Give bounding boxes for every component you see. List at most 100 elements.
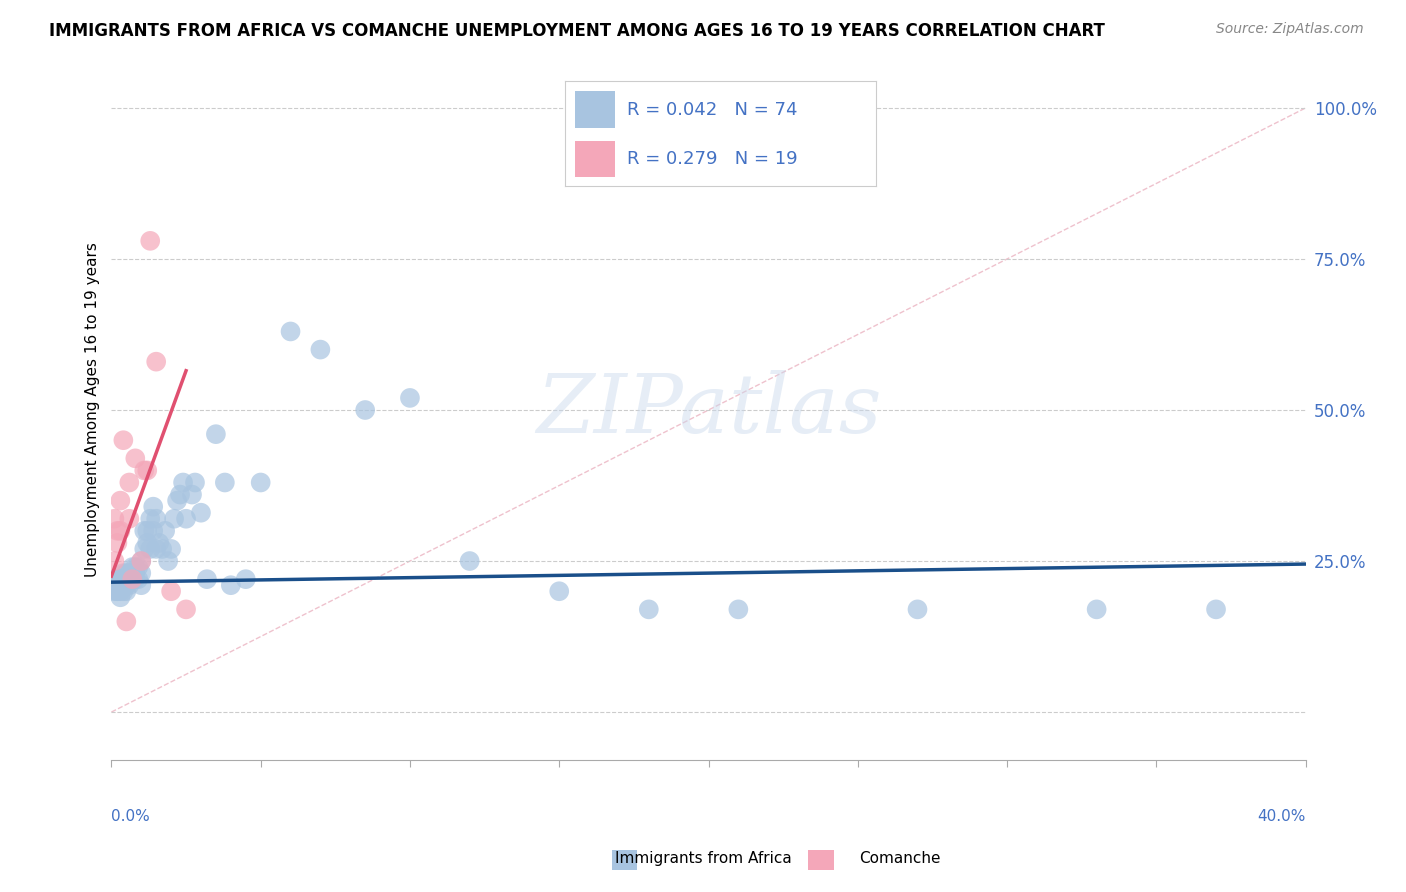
- Point: [110, 572, 132, 586]
- Point: [249, 475, 271, 490]
- Point: [124, 451, 146, 466]
- Point: [115, 566, 138, 581]
- Point: [134, 463, 156, 477]
- Point: [127, 560, 149, 574]
- Point: [112, 584, 135, 599]
- Point: [110, 493, 132, 508]
- Point: [309, 343, 332, 357]
- Point: [124, 560, 146, 574]
- Point: [121, 572, 143, 586]
- Point: [105, 584, 128, 599]
- Point: [127, 572, 149, 586]
- Point: [1085, 602, 1108, 616]
- Text: ZIPatlas: ZIPatlas: [536, 370, 882, 450]
- Point: [235, 572, 257, 586]
- Point: [110, 591, 132, 605]
- Point: [169, 487, 191, 501]
- Point: [205, 427, 228, 442]
- Point: [174, 512, 197, 526]
- Text: Comanche: Comanche: [859, 851, 941, 865]
- Point: [112, 566, 135, 581]
- Point: [214, 475, 236, 490]
- Point: [124, 566, 146, 581]
- Point: [195, 572, 218, 586]
- Point: [124, 572, 146, 586]
- Point: [174, 602, 197, 616]
- Point: [129, 578, 152, 592]
- Point: [637, 602, 659, 616]
- Point: [136, 536, 159, 550]
- Point: [148, 536, 170, 550]
- Point: [105, 584, 128, 599]
- Text: IMMIGRANTS FROM AFRICA VS COMANCHE UNEMPLOYMENT AMONG AGES 16 TO 19 YEARS CORREL: IMMIGRANTS FROM AFRICA VS COMANCHE UNEMP…: [49, 22, 1105, 40]
- Point: [105, 578, 128, 592]
- Point: [139, 541, 162, 556]
- Point: [103, 584, 125, 599]
- Point: [118, 572, 141, 586]
- Point: [172, 475, 194, 490]
- Point: [118, 578, 141, 592]
- Point: [103, 554, 125, 568]
- Point: [219, 578, 242, 592]
- Y-axis label: Unemployment Among Ages 16 to 19 years: Unemployment Among Ages 16 to 19 years: [86, 243, 100, 577]
- Point: [163, 512, 186, 526]
- Point: [134, 541, 156, 556]
- Point: [136, 463, 159, 477]
- Point: [139, 234, 162, 248]
- Point: [105, 524, 128, 538]
- Point: [145, 354, 167, 368]
- Point: [118, 475, 141, 490]
- Point: [121, 560, 143, 574]
- Point: [548, 584, 571, 599]
- Point: [142, 524, 165, 538]
- Point: [153, 524, 176, 538]
- Text: Immigrants from Africa: Immigrants from Africa: [614, 851, 792, 865]
- Point: [115, 615, 138, 629]
- Point: [160, 541, 183, 556]
- Point: [136, 524, 159, 538]
- Point: [105, 572, 128, 586]
- Point: [1205, 602, 1227, 616]
- Point: [134, 524, 156, 538]
- Point: [727, 602, 749, 616]
- Point: [184, 475, 207, 490]
- Point: [129, 554, 152, 568]
- Point: [103, 572, 125, 586]
- Point: [121, 572, 143, 586]
- Point: [118, 512, 141, 526]
- Point: [150, 541, 173, 556]
- Point: [129, 566, 152, 581]
- Point: [399, 391, 422, 405]
- Point: [142, 500, 165, 514]
- Point: [121, 566, 143, 581]
- Point: [110, 584, 132, 599]
- Text: 40.0%: 40.0%: [1257, 809, 1306, 824]
- Point: [110, 578, 132, 592]
- Point: [139, 512, 162, 526]
- Point: [103, 512, 125, 526]
- Point: [145, 541, 167, 556]
- Point: [115, 584, 138, 599]
- Point: [280, 325, 302, 339]
- Point: [157, 554, 180, 568]
- Point: [458, 554, 481, 568]
- Text: Source: ZipAtlas.com: Source: ZipAtlas.com: [1216, 22, 1364, 37]
- Point: [110, 524, 132, 538]
- Point: [118, 566, 141, 581]
- Point: [105, 536, 128, 550]
- Text: 0.0%: 0.0%: [111, 809, 150, 824]
- Point: [354, 403, 377, 417]
- Point: [145, 512, 167, 526]
- Point: [166, 493, 188, 508]
- Point: [112, 434, 135, 448]
- Point: [115, 578, 138, 592]
- Point: [115, 572, 138, 586]
- Point: [190, 506, 212, 520]
- Point: [115, 572, 138, 586]
- Point: [112, 578, 135, 592]
- Point: [112, 572, 135, 586]
- Point: [181, 487, 204, 501]
- Point: [907, 602, 929, 616]
- Point: [129, 554, 152, 568]
- Point: [160, 584, 183, 599]
